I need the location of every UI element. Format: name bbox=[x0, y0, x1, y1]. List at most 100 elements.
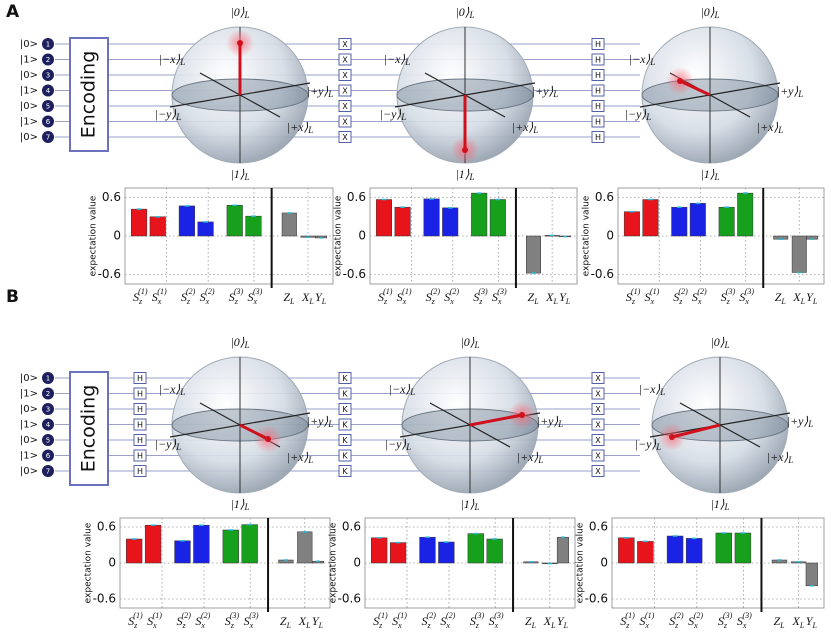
qubit-dot bbox=[42, 434, 54, 446]
label-sup: (3) bbox=[249, 611, 259, 620]
input-state: |0> bbox=[20, 404, 38, 415]
gate-label: K bbox=[342, 374, 348, 383]
gate-label: X bbox=[595, 421, 601, 430]
x-tick-label: ZL bbox=[525, 614, 537, 630]
x-tick-label: Sz(1) bbox=[378, 287, 393, 306]
gate-box bbox=[133, 372, 147, 384]
label-base: S bbox=[195, 614, 201, 628]
gate-box bbox=[133, 465, 147, 477]
bar bbox=[642, 199, 659, 237]
qubit-dot bbox=[42, 403, 54, 415]
ket-sub: L bbox=[557, 419, 563, 429]
y-tick-label: 0.6 bbox=[97, 520, 116, 534]
label-sup: (3) bbox=[475, 611, 485, 620]
label-sup: (1) bbox=[383, 287, 393, 296]
label-sub: z bbox=[378, 621, 383, 630]
label-sub: L bbox=[553, 297, 559, 306]
label-sup: (2) bbox=[678, 287, 688, 296]
x-tick-label: Sz(3) bbox=[470, 611, 485, 630]
panel-letter: A bbox=[6, 2, 20, 22]
gate-label: K bbox=[342, 452, 348, 461]
gate-box bbox=[338, 387, 352, 400]
ket-sub: L bbox=[649, 57, 655, 67]
ket-label: |−x⟩L bbox=[159, 52, 185, 67]
label-sub: x bbox=[249, 621, 254, 630]
ket-label: |1⟩L bbox=[701, 167, 720, 182]
gate-label: X bbox=[342, 71, 348, 80]
gate-label: H bbox=[137, 452, 143, 461]
label-sup: (1) bbox=[650, 287, 660, 296]
gate-box bbox=[338, 465, 352, 477]
gate-box bbox=[338, 418, 352, 431]
ket: |+y⟩ bbox=[777, 84, 799, 98]
qubit-number: 3 bbox=[46, 72, 50, 80]
gate-label: H bbox=[595, 71, 601, 80]
panel-letter: B bbox=[6, 287, 19, 307]
x-tick-label: Sx(2) bbox=[200, 287, 215, 306]
label-sub: L bbox=[533, 297, 539, 306]
label-base: S bbox=[644, 290, 650, 304]
label-sup: (2) bbox=[431, 287, 441, 296]
ket: |1⟩ bbox=[456, 167, 470, 181]
ket-sub: L bbox=[409, 387, 415, 397]
y-tick-label: -0.6 bbox=[98, 267, 121, 281]
ket-label: |1⟩L bbox=[231, 167, 250, 182]
label-sub: L bbox=[779, 621, 785, 630]
y-tick-label: -0.6 bbox=[338, 592, 361, 606]
label-base: S bbox=[626, 290, 632, 304]
qubit-number: 4 bbox=[46, 87, 51, 95]
ket-label: |+y⟩L bbox=[537, 414, 563, 429]
gate-label: K bbox=[342, 405, 348, 414]
ket-label: |−x⟩L bbox=[629, 52, 655, 67]
ket: |+x⟩ bbox=[512, 120, 534, 134]
label-base: X bbox=[792, 290, 801, 304]
qubit-number: 1 bbox=[46, 41, 50, 49]
x-tick-label: XL bbox=[298, 614, 311, 630]
label-base: Z bbox=[773, 614, 780, 628]
bar bbox=[438, 541, 455, 564]
label-sup: (3) bbox=[745, 287, 755, 296]
input-state: |0> bbox=[20, 39, 38, 50]
encoding-box bbox=[69, 371, 109, 486]
x-tick-label: YL bbox=[312, 614, 324, 630]
label-base: S bbox=[426, 290, 432, 304]
state-vector bbox=[679, 79, 711, 97]
label-sub: x bbox=[742, 621, 747, 630]
ket: |−x⟩ bbox=[384, 52, 406, 66]
gate-label: X bbox=[595, 452, 601, 461]
state-vector bbox=[469, 413, 523, 427]
label-base: S bbox=[718, 614, 724, 628]
ket: |−y⟩ bbox=[625, 107, 647, 121]
gate-box bbox=[591, 38, 605, 50]
y-tick-label: 0.6 bbox=[589, 520, 608, 534]
ket: |1⟩ bbox=[231, 497, 245, 511]
bar bbox=[666, 535, 684, 564]
gate-box bbox=[338, 372, 352, 384]
gate-box bbox=[338, 53, 352, 66]
bar bbox=[226, 205, 243, 237]
y-tick-label: -0.6 bbox=[585, 592, 608, 606]
label-sub: x bbox=[445, 621, 450, 630]
label-base: S bbox=[244, 614, 250, 628]
x-tick-label: YL bbox=[806, 614, 818, 630]
bar bbox=[241, 524, 258, 564]
label-sub: x bbox=[152, 621, 157, 630]
label-base: S bbox=[669, 614, 675, 628]
input-state: |1> bbox=[20, 389, 38, 400]
encoding-box bbox=[69, 37, 109, 152]
ket-sub: L bbox=[327, 419, 333, 429]
label-sub: L bbox=[811, 621, 817, 630]
ket-sub: L bbox=[713, 172, 719, 182]
ket: |−x⟩ bbox=[629, 52, 651, 66]
state-vector bbox=[239, 423, 269, 441]
encoding-label: Encoding bbox=[78, 385, 100, 473]
qubit-dot bbox=[42, 69, 54, 81]
label-sub: L bbox=[780, 297, 786, 306]
bar bbox=[671, 206, 688, 237]
gate-box bbox=[591, 372, 605, 384]
label-sub: L bbox=[550, 621, 556, 630]
y-axis-label: expectation value bbox=[329, 522, 339, 603]
gate-label: X bbox=[595, 467, 601, 476]
ket: |+x⟩ bbox=[287, 120, 309, 134]
ket: |0⟩ bbox=[231, 335, 245, 349]
